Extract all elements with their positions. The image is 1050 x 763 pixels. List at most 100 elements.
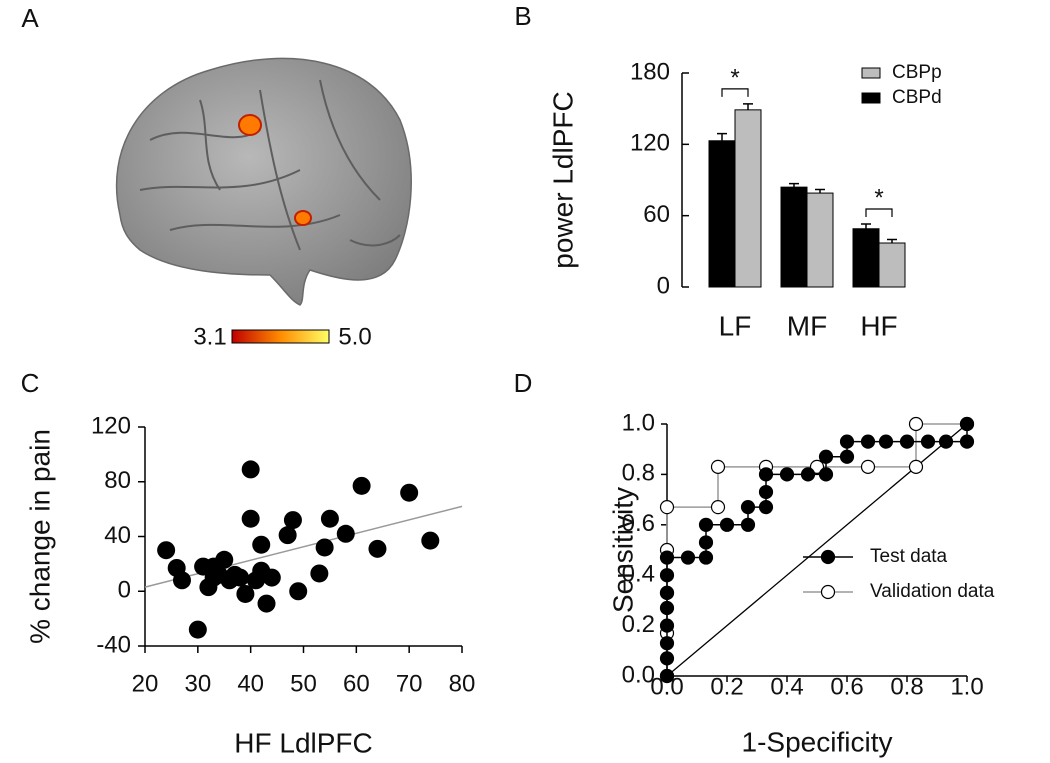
y-tick-label: 0.0 [622, 661, 655, 688]
y-tick-label: 0.6 [622, 510, 655, 537]
scatter-point [252, 535, 271, 554]
scatter-point [231, 568, 250, 587]
x-axis-label: HF LdlPFC [234, 727, 372, 758]
scatter-point [241, 509, 260, 528]
roc-point [908, 459, 924, 474]
roc-point [740, 517, 756, 532]
y-tick-label: 0 [657, 272, 670, 299]
bar [806, 192, 834, 288]
x-tick-label: 50 [290, 670, 317, 697]
roc-point [710, 459, 726, 474]
trend-line [144, 505, 463, 588]
roc-point [779, 467, 795, 482]
scatter-point [352, 476, 371, 495]
panel-label: D [514, 368, 533, 398]
scatter-point [421, 531, 440, 550]
x-tick-label: LF [719, 310, 752, 341]
roc-point [839, 449, 855, 464]
x-tick-label: 20 [132, 670, 159, 697]
roc-point [659, 668, 675, 684]
scatter-point [236, 584, 255, 603]
roc-point [710, 500, 726, 515]
error-bar [815, 188, 825, 194]
scatter-point [336, 524, 355, 543]
x-axis-label: 1-Specificity [742, 726, 893, 757]
y-tick-label: 0 [118, 577, 131, 604]
y-tick-label: 80 [104, 467, 131, 494]
significance-bracket [865, 208, 893, 217]
roc-point [920, 434, 936, 449]
y-tick-label: 0.4 [622, 561, 655, 588]
y-tick-label: 120 [91, 412, 131, 439]
legend-marker [820, 549, 836, 565]
colorbar-label: 3.1 [193, 323, 226, 350]
roc-point [698, 550, 714, 565]
roc-point [899, 434, 915, 449]
y-axis-label: % change in pain [24, 429, 55, 644]
scatter-point [400, 483, 419, 502]
roc-point [680, 550, 696, 565]
roc-point [809, 459, 825, 474]
error-bar [887, 238, 897, 244]
bar [878, 242, 906, 288]
legend-marker [820, 584, 836, 600]
roc-point [839, 434, 855, 449]
scatter-point [157, 541, 176, 560]
scatter-point [310, 564, 329, 583]
error-bar [743, 103, 753, 110]
x-tick-label: 70 [396, 670, 423, 697]
roc-point [659, 585, 675, 600]
roc-point [758, 484, 774, 500]
roc-point [659, 651, 675, 666]
y-axis-label: power LdlPFC [547, 91, 578, 268]
roc-point [860, 434, 876, 449]
bar [734, 109, 762, 288]
x-tick-label: HF [860, 310, 897, 341]
significance-label: * [874, 184, 883, 211]
x-tick-label: 30 [184, 670, 211, 697]
scatter-point [315, 538, 334, 557]
legend-label: Validation data [870, 581, 995, 602]
roc-point [818, 467, 834, 482]
y-tick-label: 0.8 [622, 460, 655, 487]
roc-point [758, 500, 774, 515]
x-tick-label: 40 [237, 670, 264, 697]
legend-label: CBPp [892, 62, 942, 83]
roc-point [719, 517, 735, 532]
y-tick-label: 0.2 [622, 611, 655, 638]
y-tick-label: -40 [96, 631, 131, 658]
error-bar [717, 132, 727, 141]
roc-point [659, 550, 675, 565]
roc-point [959, 434, 975, 449]
legend-label: Test data [870, 546, 948, 567]
y-tick-label: 1.0 [622, 409, 655, 436]
scatter-point [262, 568, 281, 587]
roc-point [938, 434, 954, 449]
legend-label: CBPd [892, 87, 942, 108]
y-tick-label: 120 [630, 130, 670, 157]
y-axis-label: Sensitivity [607, 487, 638, 613]
roc-point [659, 568, 675, 583]
bar [708, 140, 736, 288]
significance-bracket [721, 88, 749, 97]
scatter-point [283, 511, 302, 530]
scatter-point [320, 509, 339, 528]
x-tick-label: 80 [449, 670, 476, 697]
scatter-point [257, 594, 276, 613]
scatter-point [172, 571, 191, 590]
scatter-point [368, 539, 387, 558]
bar [780, 186, 808, 288]
x-tick-label: 60 [343, 670, 370, 697]
scatter-point [188, 620, 207, 639]
roc-point [659, 600, 675, 616]
roc-point [878, 434, 894, 449]
roc-point [698, 535, 714, 550]
scatter-point [241, 460, 260, 479]
roc-point [659, 500, 675, 515]
scatter-point [278, 526, 297, 545]
scatter-point [215, 550, 234, 569]
y-tick-label: 40 [104, 522, 131, 549]
colorbar-label: 5.0 [338, 323, 371, 350]
roc-point [908, 416, 924, 432]
